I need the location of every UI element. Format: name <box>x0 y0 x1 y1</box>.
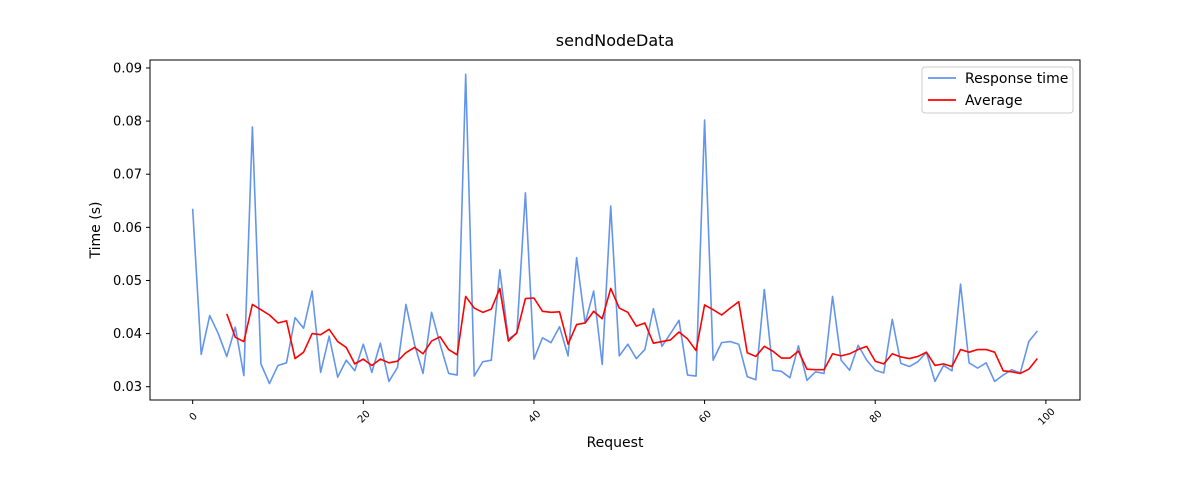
y-axis-label: Time (s) <box>88 202 104 260</box>
y-tick-label: 0.04 <box>113 327 142 342</box>
y-tick-label: 0.03 <box>113 380 142 395</box>
x-tick-label: 60 <box>697 409 714 426</box>
chart-title: sendNodeData <box>556 31 674 50</box>
legend: Response time Average <box>921 66 1074 114</box>
x-tick-label: 40 <box>527 409 544 426</box>
y-tick-label: 0.07 <box>113 168 142 183</box>
x-tick-label: 100 <box>1036 406 1057 427</box>
x-tick-label: 20 <box>356 409 373 426</box>
x-tick-label: 0 <box>188 411 200 423</box>
legend-box <box>921 66 1074 114</box>
series-line-response-time <box>191 73 1038 385</box>
x-axis-label: Request <box>587 435 644 451</box>
plot-frame <box>149 59 1081 401</box>
x-axis-ticks: 0 20 40 60 80 100 <box>188 400 1058 428</box>
y-axis-ticks: 0.03 0.04 0.05 0.06 0.07 0.08 0.09 <box>113 61 150 395</box>
legend-entry: Response time <box>965 71 1068 87</box>
plot-lines <box>191 73 1038 385</box>
legend-entry: Average <box>965 93 1023 109</box>
x-tick-label: 80 <box>868 409 885 426</box>
y-tick-label: 0.08 <box>113 115 142 130</box>
y-tick-label: 0.06 <box>113 221 142 236</box>
y-tick-label: 0.09 <box>113 61 142 76</box>
series-line-average <box>226 287 1038 375</box>
y-tick-label: 0.05 <box>113 274 142 289</box>
